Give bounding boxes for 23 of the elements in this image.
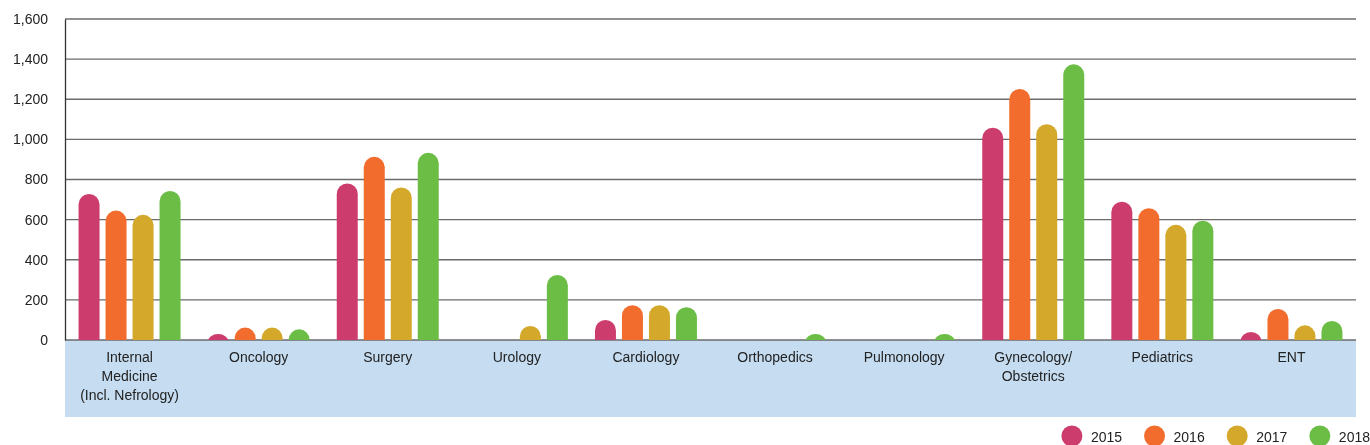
x-tick-label: Surgery xyxy=(363,349,413,365)
y-tick-label: 1,200 xyxy=(12,91,49,108)
x-tick-label: Orthopedics xyxy=(737,349,813,365)
x-tick-label: Cardiology xyxy=(612,349,680,365)
y-tick-label: 200 xyxy=(24,291,49,308)
x-tick-label: Urology xyxy=(492,349,541,365)
y-tick-label: 400 xyxy=(24,251,49,268)
legend-label: 2016 xyxy=(1173,429,1205,445)
legend-label: 2015 xyxy=(1090,429,1123,445)
x-tick-label: ENT xyxy=(1277,349,1306,365)
x-tick-label: Pulmonology xyxy=(863,349,945,365)
legend-label: 2018 xyxy=(1338,429,1370,445)
y-tick-label: 1,400 xyxy=(12,51,49,68)
legend-label: 2017 xyxy=(1256,429,1288,445)
y-tick-label: 600 xyxy=(24,211,49,228)
x-tick-label: Pediatrics xyxy=(1131,349,1194,365)
x-tick-label: Internal Medicine (Incl. Nefrology) xyxy=(80,349,179,403)
x-tick-label: Gynecology/ Obstetrics xyxy=(994,349,1073,384)
y-tick-label: 1,000 xyxy=(12,131,49,148)
y-tick-label: 1,600 xyxy=(12,10,49,27)
y-tick-label: 800 xyxy=(24,171,49,188)
x-tick-label: Oncology xyxy=(229,349,289,365)
y-tick-label: 0 xyxy=(40,331,49,348)
